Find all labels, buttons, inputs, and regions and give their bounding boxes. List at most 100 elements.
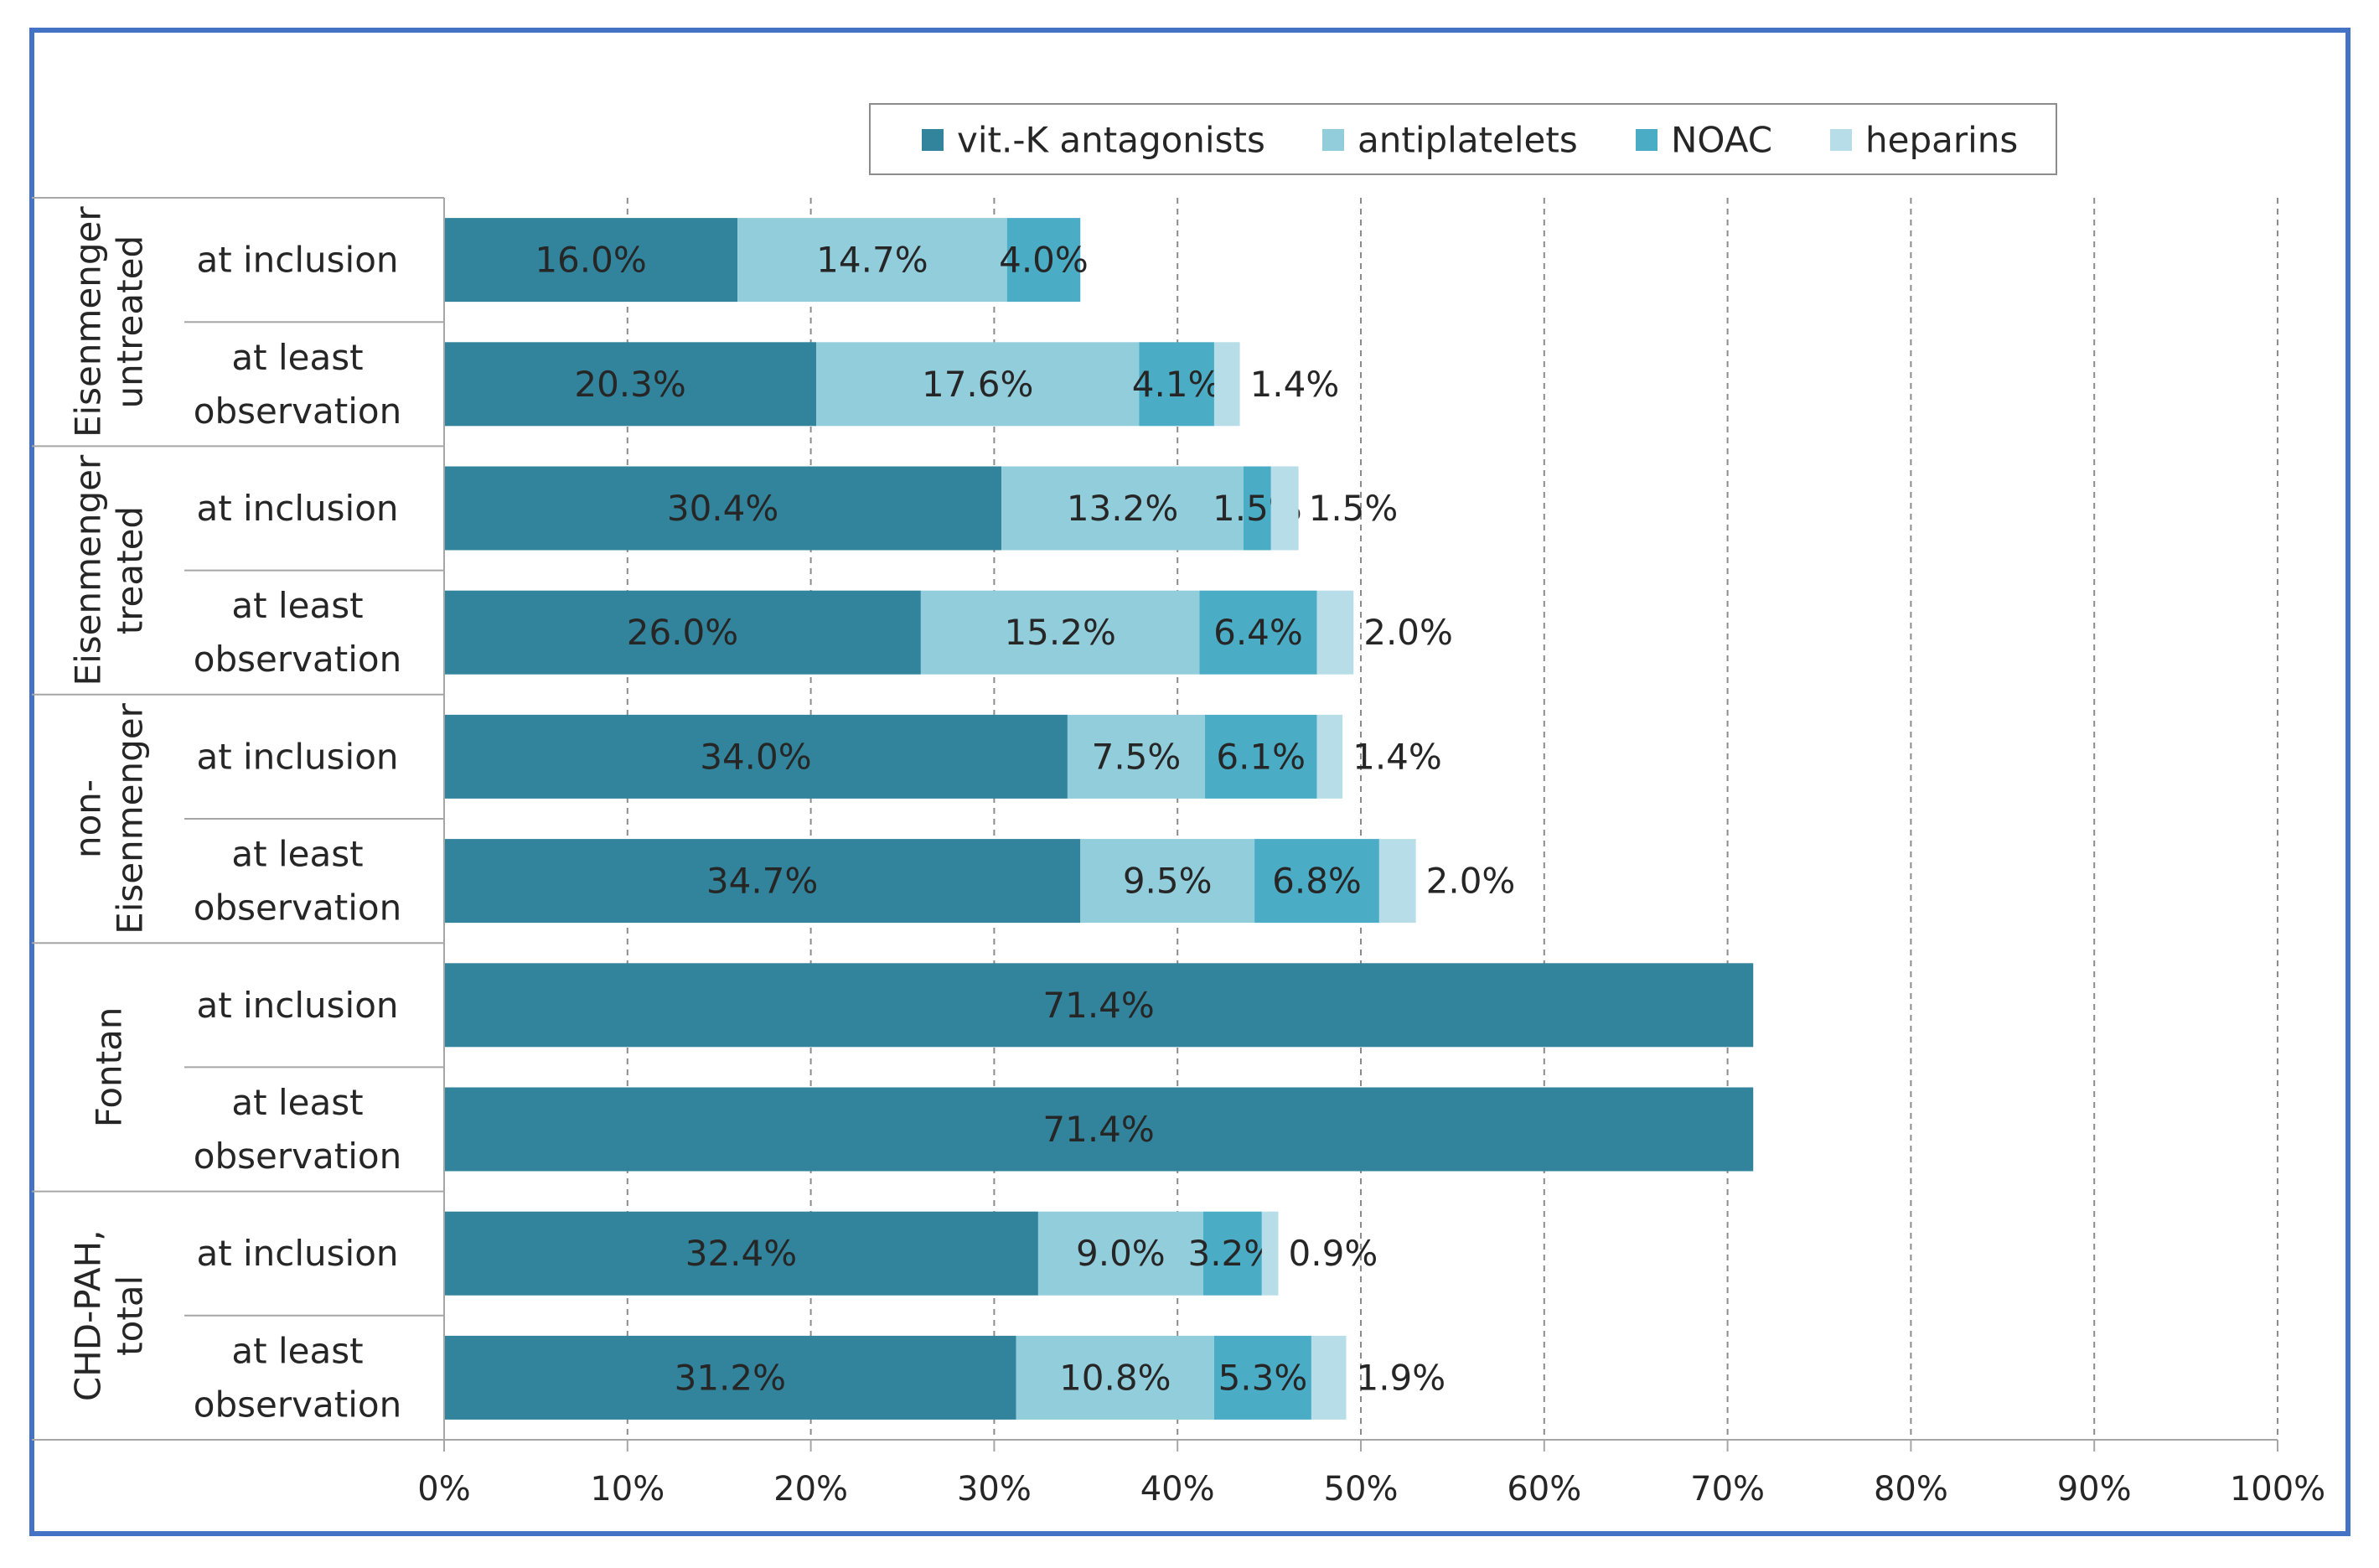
data-label-vit-k-antagonists: 32.4% <box>685 1233 797 1274</box>
bar-antiplatelets <box>816 342 1140 427</box>
data-label-heparins: 2.0% <box>1363 612 1453 653</box>
row-label: observation <box>194 1136 401 1177</box>
data-label-vit-k-antagonists: 30.4% <box>667 488 778 529</box>
bar-antiplatelets <box>1067 714 1206 799</box>
row-label: observation <box>194 391 401 432</box>
row-label: at inclusion <box>196 736 398 777</box>
bar-vit-k-antagonists <box>444 218 738 303</box>
legend-swatch-vit-k-antagonists <box>922 129 944 151</box>
x-tick-label: 70% <box>1690 1470 1765 1508</box>
group-label-chd-pah-total: total <box>110 1276 151 1356</box>
row-label: at least <box>231 1330 363 1371</box>
x-tick-label: 60% <box>1507 1470 1581 1508</box>
group-label-eisenmenger-treated: Eisenmenger <box>68 454 109 686</box>
bar-noac <box>1139 342 1214 427</box>
row-label: at least <box>231 585 363 626</box>
bar-antiplatelets <box>1037 1211 1203 1296</box>
legend-label-heparins: heparins <box>1865 120 2018 161</box>
data-label-vit-k-antagonists: 16.0% <box>535 240 646 281</box>
axes: 0% 10% 20% 30% 40% 50% 60% 70% 80% 90% 100% <box>32 197 2325 1508</box>
x-tick-label: 90% <box>2057 1470 2132 1508</box>
data-label-noac: 6.4% <box>1213 612 1303 653</box>
bar-antiplatelets <box>1016 1335 1214 1420</box>
bar-vit-k-antagonists <box>444 342 817 427</box>
x-tick-label: 10% <box>590 1470 665 1508</box>
data-label-noac: 4.0% <box>999 240 1089 281</box>
group-label-non-eisenmenger: Eisenmenger <box>110 702 151 934</box>
bar-heparins <box>1261 1211 1279 1296</box>
data-label-antiplatelets: 9.5% <box>1123 861 1213 902</box>
row-label: observation <box>194 1384 401 1425</box>
data-label-vit-k-antagonists: 31.2% <box>675 1357 786 1398</box>
legend-swatch-antiplatelets <box>1322 129 1344 151</box>
row-label: at inclusion <box>196 240 398 281</box>
legend-swatch-heparins <box>1830 129 1852 151</box>
bar-antiplatelets <box>1001 466 1244 551</box>
data-label-heparins: 0.9% <box>1289 1233 1378 1274</box>
bar-antiplatelets <box>920 590 1200 675</box>
bar-noac <box>1199 590 1317 675</box>
bar-vit-k-antagonists <box>444 714 1068 799</box>
x-tick-label: 0% <box>417 1470 470 1508</box>
legend: vit.-K antagonists antiplatelets NOAC hepar… <box>869 103 2057 175</box>
x-tick-label: 80% <box>1874 1470 1948 1508</box>
row-label: at least <box>231 337 363 378</box>
legend-label-antiplatelets: antiplatelets <box>1358 120 1578 161</box>
bar-heparins <box>1316 590 1354 675</box>
bar-heparins <box>1213 342 1240 427</box>
x-tick-label: 30% <box>957 1470 1032 1508</box>
data-label-antiplatelets: 7.5% <box>1092 736 1182 777</box>
bar-vit-k-antagonists <box>444 466 1002 551</box>
row-label: at least <box>231 1082 363 1123</box>
bar-antiplatelets <box>1080 839 1255 924</box>
data-label-heparins: 1.5% <box>1309 488 1399 529</box>
data-label-antiplatelets: 10.8% <box>1059 1357 1171 1398</box>
bar-vit-k-antagonists <box>444 839 1081 924</box>
row-labels: at inclusion at least observation at inclus… <box>194 240 401 1426</box>
data-label-heparins: 1.4% <box>1250 364 1340 405</box>
data-label-vit-k-antagonists: 20.3% <box>574 364 685 405</box>
data-label-vit-k-antagonists: 34.7% <box>706 861 818 902</box>
data-label-heparins: 1.4% <box>1352 736 1442 777</box>
group-label-non-eisenmenger: non- <box>68 779 109 858</box>
data-label-antiplatelets: 17.6% <box>922 364 1033 405</box>
data-label-vit-k-antagonists: 71.4% <box>1042 985 1154 1026</box>
bar-heparins <box>1378 839 1416 924</box>
data-label-vit-k-antagonists: 26.0% <box>627 612 738 653</box>
group-label-eisenmenger-untreated: Eisenmenger <box>68 206 109 437</box>
row-label: at inclusion <box>196 1233 398 1274</box>
bar-antiplatelets <box>737 218 1007 303</box>
x-tick-label: 50% <box>1324 1470 1399 1508</box>
data-label-noac: 6.1% <box>1216 736 1306 777</box>
bar-heparins <box>1316 714 1343 799</box>
bar-vit-k-antagonists <box>444 1087 1754 1172</box>
bar-vit-k-antagonists <box>444 963 1754 1048</box>
data-label-antiplatelets: 14.7% <box>816 240 928 281</box>
x-tick-label: 20% <box>773 1470 848 1508</box>
row-label: observation <box>194 639 401 680</box>
data-label-vit-k-antagonists: 71.4% <box>1042 1109 1154 1150</box>
group-label-fontan: Fontan <box>89 1007 130 1127</box>
row-label: at inclusion <box>196 488 398 529</box>
data-label-antiplatelets: 13.2% <box>1067 488 1178 529</box>
row-label: observation <box>194 887 401 929</box>
data-label-heparins: 2.0% <box>1426 861 1516 902</box>
data-label-vit-k-antagonists: 34.0% <box>700 736 811 777</box>
data-label-noac: 5.3% <box>1218 1357 1308 1398</box>
data-label-antiplatelets: 15.2% <box>1004 612 1115 653</box>
x-tick-label: 40% <box>1140 1470 1215 1508</box>
data-label-noac: 4.1% <box>1132 364 1222 405</box>
bar-noac <box>1006 218 1081 303</box>
row-label: at least <box>231 834 363 875</box>
group-label-eisenmenger-untreated: untreated <box>110 235 151 409</box>
legend-swatch-noac <box>1636 129 1658 151</box>
bar-noac <box>1205 714 1317 799</box>
bar-heparins <box>1270 466 1299 551</box>
bar-noac <box>1243 466 1271 551</box>
bar-heparins <box>1311 1335 1347 1420</box>
bar-noac <box>1213 1335 1311 1420</box>
x-tick-label: 100% <box>2230 1470 2325 1508</box>
row-label: at inclusion <box>196 985 398 1026</box>
